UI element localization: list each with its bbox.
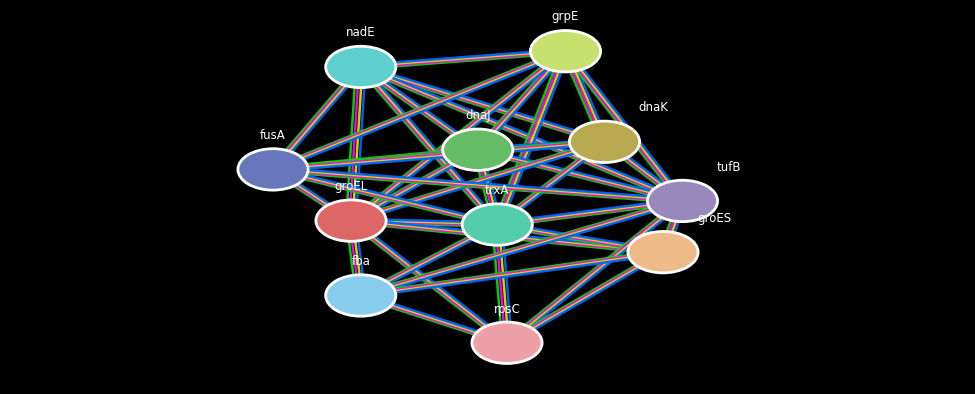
- Text: tufB: tufB: [717, 161, 741, 174]
- Ellipse shape: [530, 30, 601, 72]
- Text: groEL: groEL: [334, 180, 368, 193]
- Text: dnaK: dnaK: [639, 101, 669, 114]
- Text: groES: groES: [697, 212, 731, 225]
- Ellipse shape: [443, 129, 513, 171]
- Text: fusA: fusA: [260, 129, 286, 142]
- Text: grpE: grpE: [552, 10, 579, 23]
- Ellipse shape: [462, 204, 532, 245]
- Ellipse shape: [628, 231, 698, 273]
- Text: nadE: nadE: [346, 26, 375, 39]
- Text: fba: fba: [351, 255, 370, 268]
- Ellipse shape: [569, 121, 640, 163]
- Ellipse shape: [326, 275, 396, 316]
- Ellipse shape: [326, 46, 396, 88]
- Text: rpsC: rpsC: [493, 303, 521, 316]
- Text: trxA: trxA: [486, 184, 509, 197]
- Ellipse shape: [238, 149, 308, 190]
- Ellipse shape: [472, 322, 542, 364]
- Ellipse shape: [316, 200, 386, 242]
- Ellipse shape: [647, 180, 718, 222]
- Text: dnaJ: dnaJ: [465, 109, 490, 122]
